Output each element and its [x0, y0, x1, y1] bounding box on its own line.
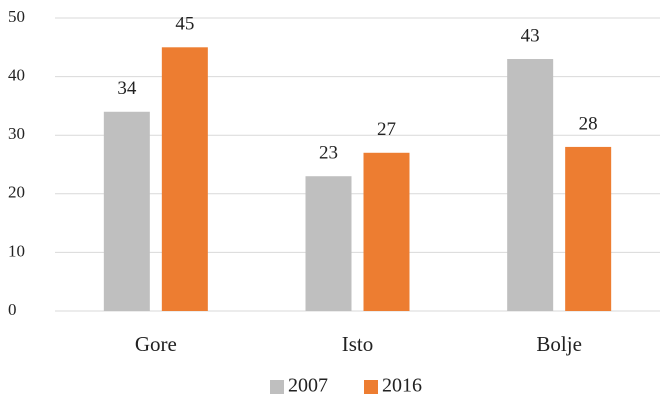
y-tick-label: 40	[8, 66, 25, 85]
data-label: 43	[521, 25, 540, 46]
bar	[103, 111, 150, 311]
data-label: 28	[579, 113, 598, 134]
bar	[305, 176, 352, 311]
legend-swatch	[364, 380, 378, 394]
y-tick-label: 30	[8, 124, 25, 143]
bar	[363, 152, 410, 311]
x-tick-label: Bolje	[536, 332, 582, 356]
data-label: 45	[175, 14, 194, 35]
y-tick-label: 20	[8, 183, 25, 202]
data-label: 23	[319, 143, 338, 164]
bar	[161, 47, 208, 312]
legend-label: 2016	[382, 375, 422, 397]
y-tick-label: 50	[8, 7, 25, 26]
data-label: 27	[377, 119, 396, 140]
bar	[507, 59, 554, 311]
y-tick-label: 10	[8, 241, 25, 260]
x-tick-label: Gore	[135, 332, 177, 356]
bar	[565, 146, 612, 311]
y-tick-label: 0	[8, 300, 17, 319]
legend-swatch	[270, 380, 284, 394]
data-label: 34	[117, 78, 137, 99]
legend-label: 2007	[288, 375, 328, 397]
x-tick-label: Isto	[342, 332, 374, 356]
